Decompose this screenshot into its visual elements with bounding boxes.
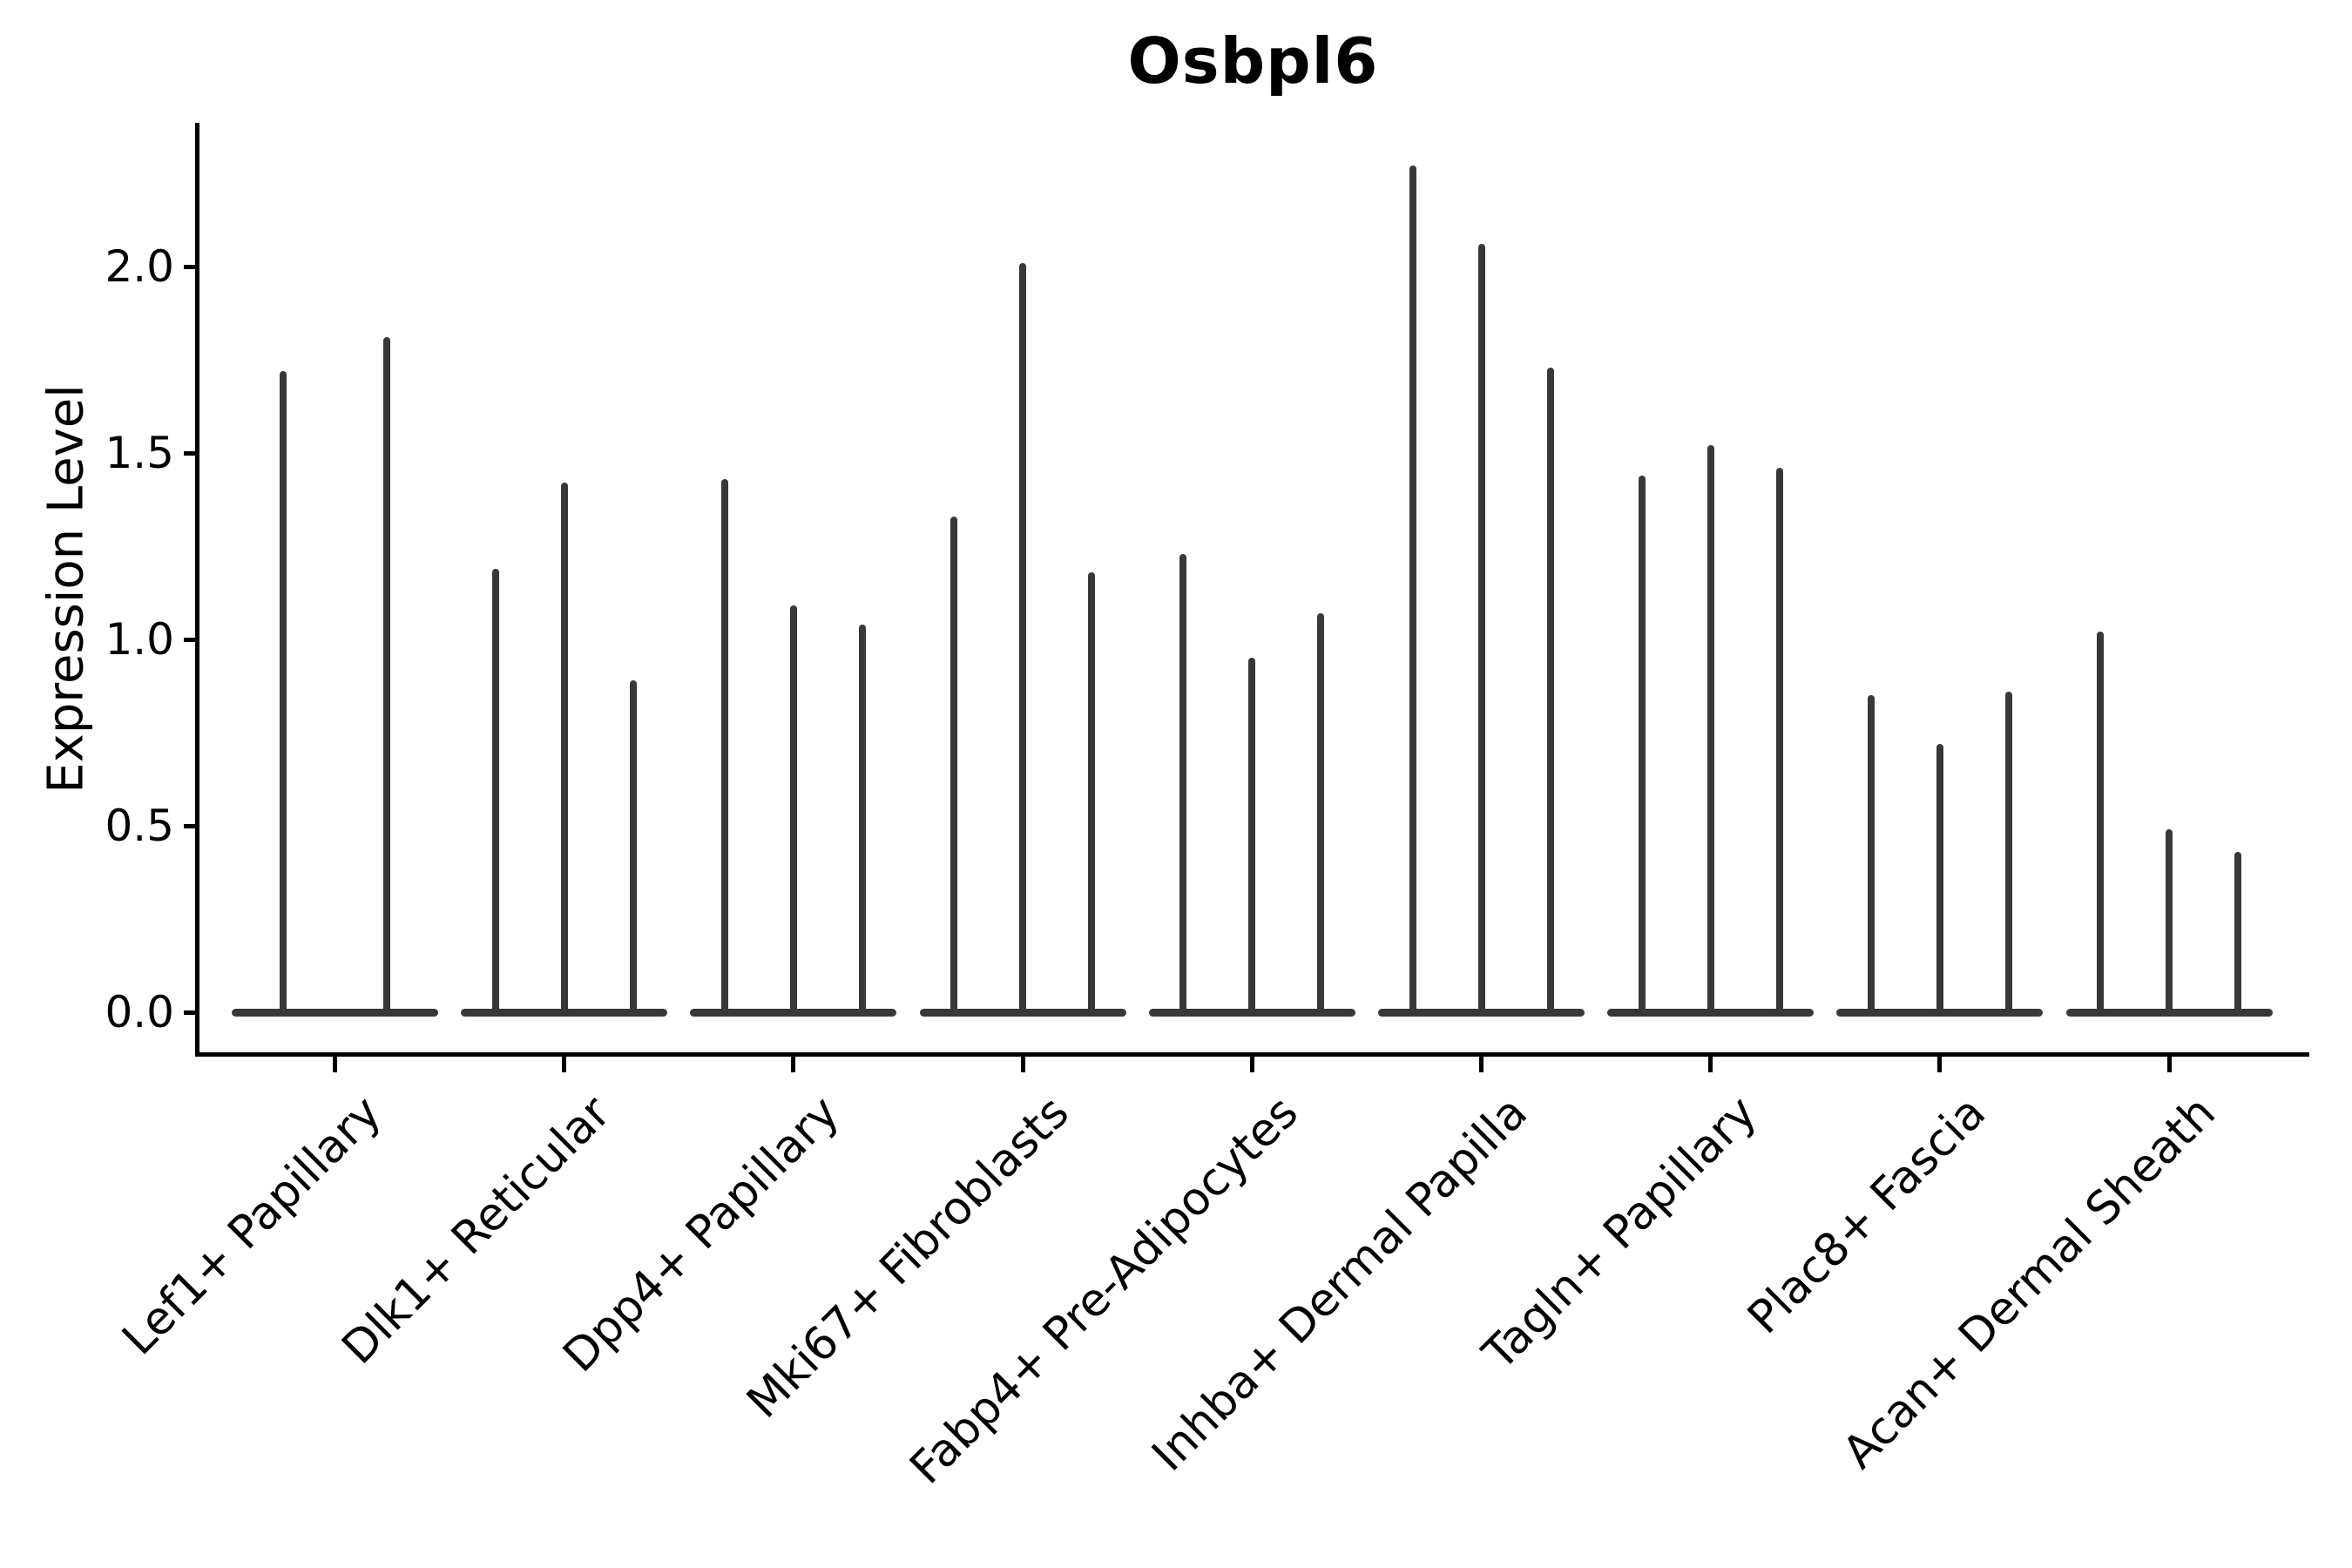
violin-spike bbox=[1477, 244, 1485, 1014]
y-tick-label: 0.5 bbox=[105, 801, 174, 851]
x-tick-label: Fabp4+ Pre-Adipocytes bbox=[900, 1086, 1308, 1495]
violin-spike bbox=[2097, 632, 2105, 1014]
y-tick-label: 2.0 bbox=[105, 241, 174, 292]
violin-base bbox=[232, 1008, 438, 1017]
y-tick-label: 1.5 bbox=[105, 428, 174, 478]
violin-spike bbox=[1248, 658, 1256, 1014]
violin-spike bbox=[1867, 695, 1875, 1014]
y-axis-spine bbox=[195, 123, 199, 1057]
y-tick-label: 0.0 bbox=[105, 987, 174, 1037]
violin-spike bbox=[720, 478, 728, 1014]
violin-spike bbox=[858, 624, 866, 1014]
violin-spike bbox=[1707, 445, 1714, 1014]
violin-spike bbox=[382, 337, 390, 1014]
y-tick-mark bbox=[184, 450, 197, 456]
y-tick-mark bbox=[184, 1010, 197, 1015]
violin-spike bbox=[1179, 553, 1187, 1014]
violin-spike bbox=[1546, 367, 1554, 1014]
y-tick-mark bbox=[184, 637, 197, 642]
x-tick-label: Inhba+ Dermal Papilla bbox=[1142, 1086, 1538, 1482]
violin-spike bbox=[1775, 468, 1783, 1014]
x-tick-mark bbox=[333, 1057, 337, 1072]
x-tick-label: Plac8+ Fascia bbox=[1738, 1086, 1997, 1345]
chart-title: Osbpl6 bbox=[1127, 24, 1379, 98]
violin-spike bbox=[1936, 743, 1943, 1014]
violin-spike bbox=[2234, 851, 2242, 1014]
violin-spike bbox=[789, 605, 797, 1014]
violin-spike bbox=[560, 483, 568, 1014]
violin-spike bbox=[1088, 571, 1096, 1014]
x-tick-mark bbox=[1937, 1057, 1943, 1072]
x-tick-mark bbox=[1479, 1057, 1484, 1072]
x-tick-mark bbox=[791, 1057, 796, 1072]
violin-spike bbox=[1409, 166, 1416, 1014]
violin-spike bbox=[2004, 691, 2012, 1014]
violin-spike bbox=[1019, 262, 1027, 1014]
x-tick-mark bbox=[2166, 1057, 2172, 1072]
x-tick-mark bbox=[1708, 1057, 1713, 1072]
x-axis-spine bbox=[195, 1052, 2309, 1057]
x-tick-mark bbox=[1249, 1057, 1254, 1072]
violin-spike bbox=[2166, 829, 2173, 1014]
violin-spike bbox=[950, 516, 958, 1014]
x-tick-mark bbox=[1020, 1057, 1025, 1072]
violin-spike bbox=[280, 370, 287, 1014]
y-tick-label: 1.0 bbox=[105, 614, 174, 665]
violin-spike bbox=[1638, 475, 1646, 1014]
y-tick-mark bbox=[184, 823, 197, 828]
y-tick-mark bbox=[184, 264, 197, 269]
violin-spike bbox=[1317, 613, 1325, 1014]
x-tick-label: Acan+ Dermal Sheath bbox=[1833, 1086, 2226, 1479]
violin-spike bbox=[491, 568, 499, 1014]
violin-spike bbox=[629, 680, 637, 1014]
x-tick-mark bbox=[562, 1057, 567, 1072]
